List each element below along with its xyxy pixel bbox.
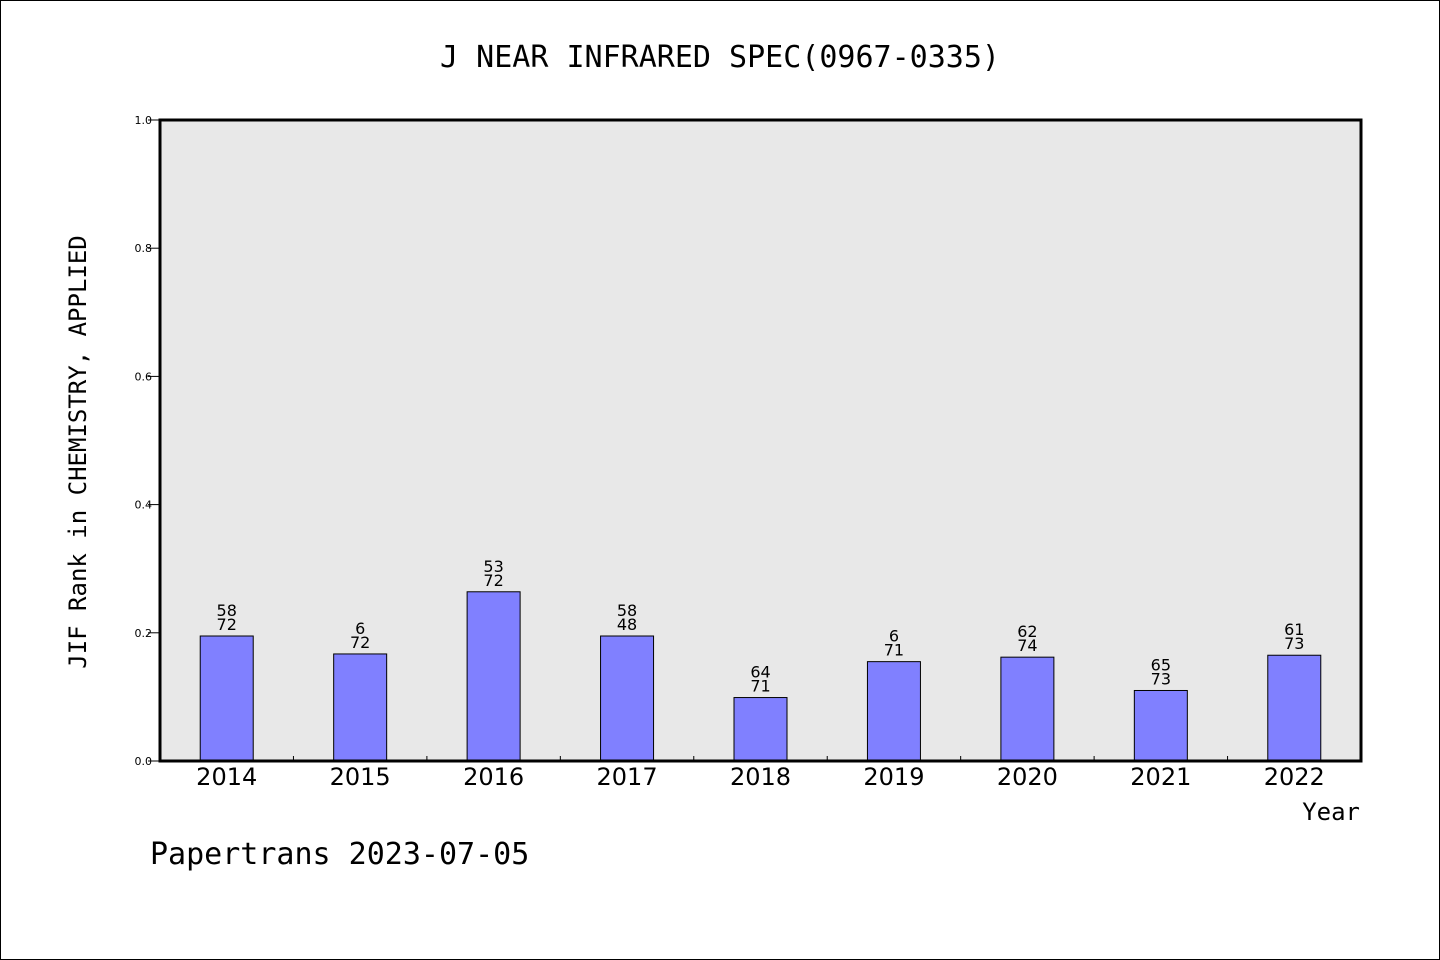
bar-2022 — [1267, 654, 1322, 762]
bar-2017 — [600, 635, 655, 762]
bar-label-top-2019: 6 — [889, 627, 899, 646]
bar-label-bottom-2014: 72 — [217, 615, 237, 634]
x-tick-label-2020: 2020 — [997, 763, 1058, 791]
bar-label-top-2021: 65 — [1151, 655, 1171, 674]
bar-2018 — [733, 697, 788, 762]
x-tick-label-2022: 2022 — [1264, 763, 1325, 791]
bar-label-top-2016: 53 — [483, 557, 503, 576]
x-tick-label-2019: 2019 — [863, 763, 924, 791]
chart-title: J NEAR INFRARED SPEC(0967-0335) — [440, 40, 1000, 75]
bar-2014 — [199, 635, 254, 762]
bar-2015 — [333, 653, 388, 762]
bar-label-bottom-2018: 71 — [750, 677, 770, 696]
y-tick-label: 1.0 — [135, 114, 153, 127]
y-tick-label: 0.6 — [135, 370, 153, 383]
bar-label-top-2014: 58 — [217, 601, 237, 620]
x-tick-label-2015: 2015 — [330, 763, 391, 791]
bar-label-top-2022: 61 — [1284, 620, 1304, 639]
bar-2019 — [866, 661, 921, 762]
y-tick-label: 0.4 — [135, 499, 153, 512]
footer-credit: Papertrans 2023-07-05 — [150, 837, 529, 872]
bar-label-top-2020: 62 — [1017, 622, 1037, 641]
x-tick-label-2016: 2016 — [463, 763, 524, 791]
bar-label-top-2015: 6 — [355, 619, 365, 638]
x-tick-label-2014: 2014 — [196, 763, 257, 791]
bar-2021 — [1133, 689, 1188, 762]
y-tick-label: 0.2 — [135, 627, 153, 640]
bar-label-bottom-2015: 72 — [350, 633, 370, 652]
y-axis: 0.0 0.2 0.4 0.6 0.8 1.0 — [135, 114, 160, 768]
bar-label-top-2017: 58 — [617, 601, 637, 620]
bar-label-bottom-2019: 71 — [884, 641, 904, 660]
bar-label-top-2018: 64 — [750, 663, 770, 682]
bar-label-bottom-2017: 48 — [617, 615, 637, 634]
y-tick-label: 0.8 — [135, 242, 153, 255]
y-axis-title: JIF Rank in CHEMISTRY, APPLIED — [64, 235, 92, 668]
plot-border — [158, 118, 1363, 763]
x-tick-label-2018: 2018 — [730, 763, 791, 791]
bar-label-bottom-2016: 72 — [483, 571, 503, 590]
x-tick-label-2017: 2017 — [597, 763, 658, 791]
x-tick-label-2021: 2021 — [1130, 763, 1191, 791]
bar-label-bottom-2020: 74 — [1017, 636, 1037, 655]
x-axis-title: Year — [1302, 798, 1360, 826]
bar-label-bottom-2022: 73 — [1284, 634, 1304, 653]
x-axis: 2014 2015 2016 2017 2018 2019 2020 2021 2022 — [196, 756, 1325, 791]
bar-group — [199, 591, 1322, 762]
bar-2016 — [466, 591, 521, 762]
bar-2020 — [1000, 656, 1055, 762]
y-tick-label: 0.0 — [135, 755, 153, 768]
bar-label-bottom-2021: 73 — [1151, 669, 1171, 688]
